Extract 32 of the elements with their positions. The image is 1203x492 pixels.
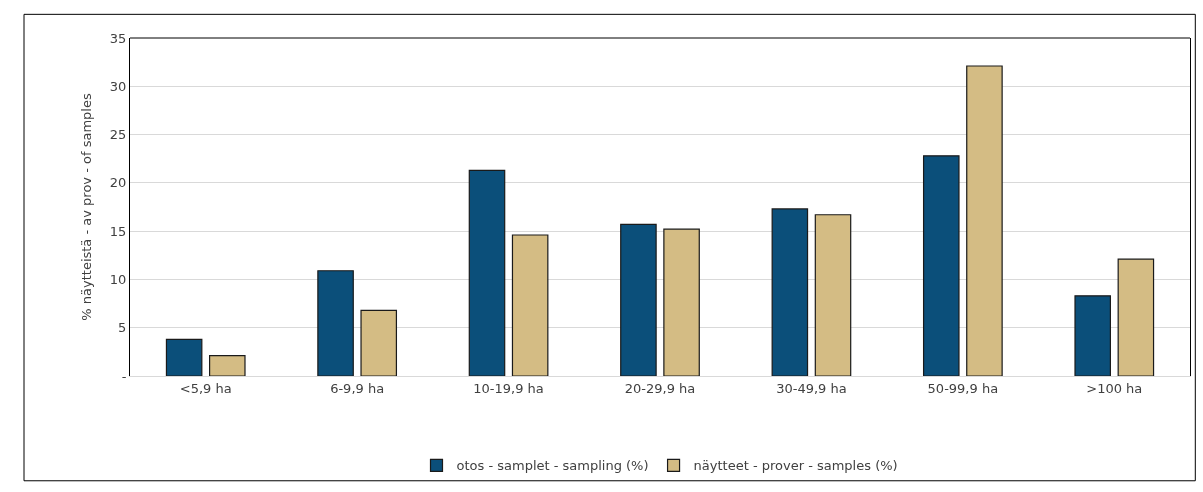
y-tick-label: 10 xyxy=(109,271,127,287)
bar xyxy=(814,214,852,376)
x-tick-label: >100 ha xyxy=(1086,380,1143,396)
bar xyxy=(771,208,809,376)
x-tick-label: 50-99,9 ha xyxy=(927,380,999,396)
y-tick-label: 5 xyxy=(118,320,127,336)
x-tick-label: 10-19,9 ha xyxy=(473,380,544,396)
bar xyxy=(360,309,398,376)
bar xyxy=(511,234,549,376)
legend-label: näytteet - prover - samples (%) xyxy=(693,458,898,474)
bar xyxy=(1074,295,1111,376)
x-tick-label: 6-9,9 ha xyxy=(330,380,385,396)
y-tick-label: 35 xyxy=(109,30,127,46)
x-tick-label: 30-49,9 ha xyxy=(776,380,847,396)
bar xyxy=(620,223,657,376)
bar xyxy=(317,270,354,376)
bar xyxy=(1117,258,1155,376)
bar xyxy=(966,65,1003,376)
x-tick-label: <5,9 ha xyxy=(179,380,232,396)
y-tick-label: - xyxy=(121,368,127,384)
bar xyxy=(922,155,960,376)
y-tick-label: 20 xyxy=(109,175,127,191)
legend-label: otos - samplet - sampling (%) xyxy=(456,458,649,474)
y-tick-label: 30 xyxy=(109,78,127,94)
bar xyxy=(165,338,203,376)
bar xyxy=(663,228,700,376)
y-tick-label: 15 xyxy=(109,223,127,239)
y-axis-title: % näytteistä - av prov - of samples xyxy=(78,93,94,321)
x-tick-label: 20-29,9 ha xyxy=(624,380,696,396)
bar xyxy=(209,355,246,376)
bar xyxy=(468,169,506,376)
y-tick-label: 25 xyxy=(109,127,127,143)
